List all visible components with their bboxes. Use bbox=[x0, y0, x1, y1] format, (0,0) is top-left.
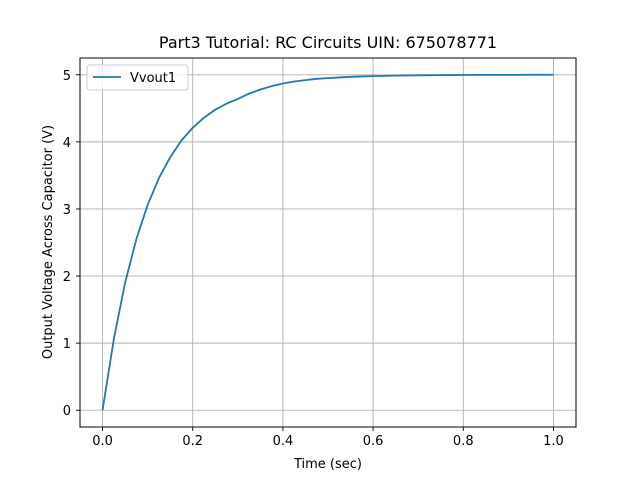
chart-title: Part3 Tutorial: RC Circuits UIN: 6750787… bbox=[159, 33, 497, 52]
x-axis-label: Time (sec) bbox=[293, 457, 362, 472]
y-tick-label: 4 bbox=[63, 136, 71, 151]
series-line-vvout1 bbox=[101, 73, 554, 411]
x-tick-label: 0.6 bbox=[363, 434, 384, 449]
legend-box bbox=[86, 64, 189, 91]
legend: Vvout1 bbox=[86, 64, 189, 91]
plot-frame bbox=[79, 57, 577, 428]
y-tick-label: 0 bbox=[63, 404, 71, 419]
tick-layer: 0.0 0.2 0.4 0.6 0.8 1.0 0 1 2 3 4 5 bbox=[63, 69, 564, 449]
x-tick-label: 0.0 bbox=[92, 434, 113, 449]
x-tick-label: 0.4 bbox=[273, 434, 294, 449]
y-tick-label: 1 bbox=[63, 337, 71, 352]
legend-label-vvout1: Vvout1 bbox=[130, 71, 176, 86]
y-axis-label: Output Voltage Across Capacitor (V) bbox=[41, 125, 56, 359]
y-tick-label: 3 bbox=[63, 203, 71, 218]
x-tick-label: 0.2 bbox=[182, 434, 203, 449]
grid-layer bbox=[80, 58, 576, 427]
x-tick-label: 0.8 bbox=[453, 434, 474, 449]
y-tick-label: 2 bbox=[63, 270, 71, 285]
y-tick-label: 5 bbox=[63, 69, 71, 84]
x-tick-label: 1.0 bbox=[543, 434, 564, 449]
